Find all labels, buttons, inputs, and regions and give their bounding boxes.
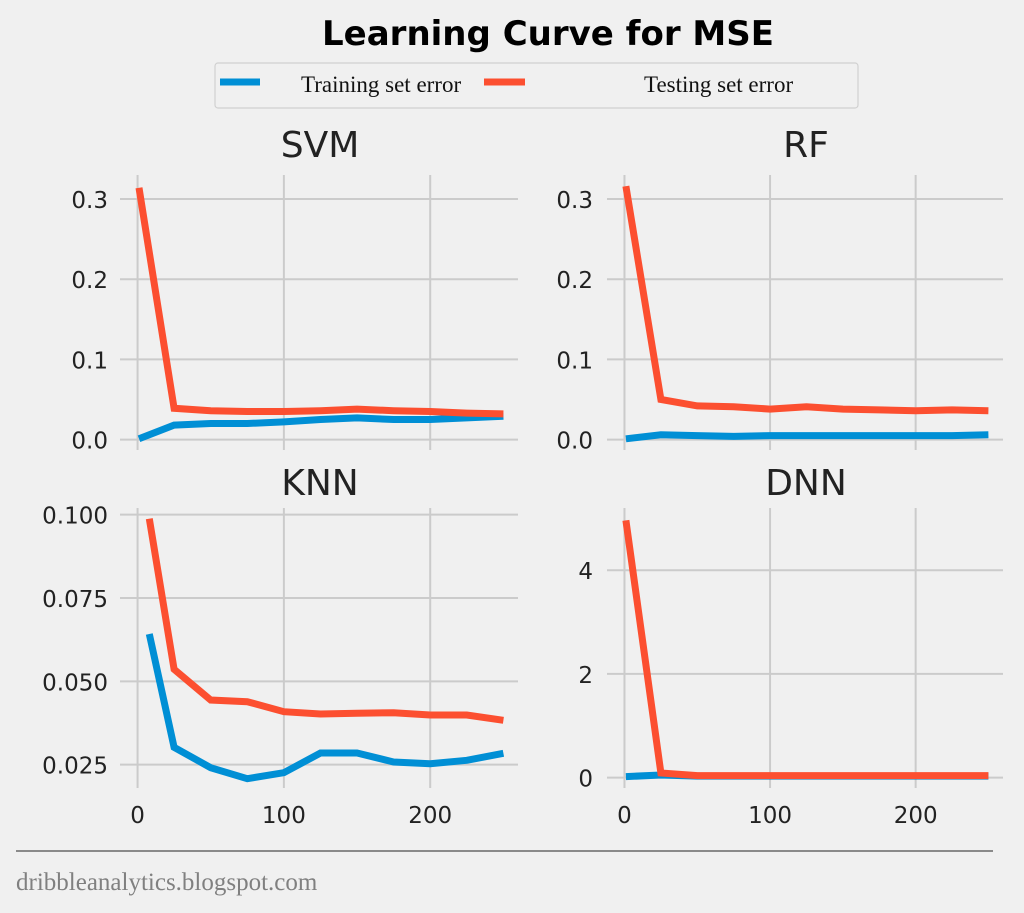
x-tick-label: 0 xyxy=(130,803,145,829)
y-tick-label: 0.0 xyxy=(556,429,593,455)
y-tick-label: 4 xyxy=(578,559,593,585)
x-tick-label: 100 xyxy=(748,803,792,829)
x-tick-label: 0 xyxy=(617,803,632,829)
y-tick-label: 0.025 xyxy=(42,754,108,780)
y-tick-label: 0 xyxy=(578,767,593,793)
footer-credit: dribbleanalytics.blogspot.com xyxy=(16,869,318,896)
subplot-knn: KNN 0 100 200 0.025 0.050 0.075 0.100 xyxy=(42,463,518,829)
x-tick-label: 200 xyxy=(894,803,938,829)
legend-box xyxy=(214,62,859,109)
subplot-svm: SVM 0.0 0.1 0.2 0.3 xyxy=(71,125,518,455)
y-tick-label: 0.050 xyxy=(42,670,108,696)
subplot-rf: RF 0.0 0.1 0.2 0.3 xyxy=(556,125,1003,455)
chart-title: Learning Curve for MSE xyxy=(322,14,774,54)
y-tick-label: 0.0 xyxy=(71,429,108,455)
y-tick-label: 2 xyxy=(578,663,593,689)
y-tick-label: 0.3 xyxy=(71,188,108,214)
subplot-title: RF xyxy=(783,125,829,166)
x-tick-label: 200 xyxy=(408,803,452,829)
y-tick-label: 0.2 xyxy=(556,268,593,294)
series-line-training xyxy=(625,431,989,443)
subplot-title: KNN xyxy=(281,463,358,504)
y-tick-label: 0.2 xyxy=(71,268,108,294)
y-tick-label: 0.075 xyxy=(42,587,108,613)
legend: Training set error Testing set error xyxy=(214,62,859,109)
subplot-title: SVM xyxy=(281,125,360,166)
y-tick-label: 0.3 xyxy=(556,188,593,214)
y-tick-label: 0.1 xyxy=(556,348,593,374)
y-tick-label: 0.100 xyxy=(42,504,108,530)
subplot-title: DNN xyxy=(765,463,847,504)
subplot-dnn: DNN 0 100 200 0 2 4 xyxy=(578,463,1003,829)
legend-label-testing: Testing set error xyxy=(644,72,793,97)
legend-label-training: Training set error xyxy=(301,72,461,97)
x-tick-label: 100 xyxy=(262,803,306,829)
y-tick-label: 0.1 xyxy=(71,348,108,374)
